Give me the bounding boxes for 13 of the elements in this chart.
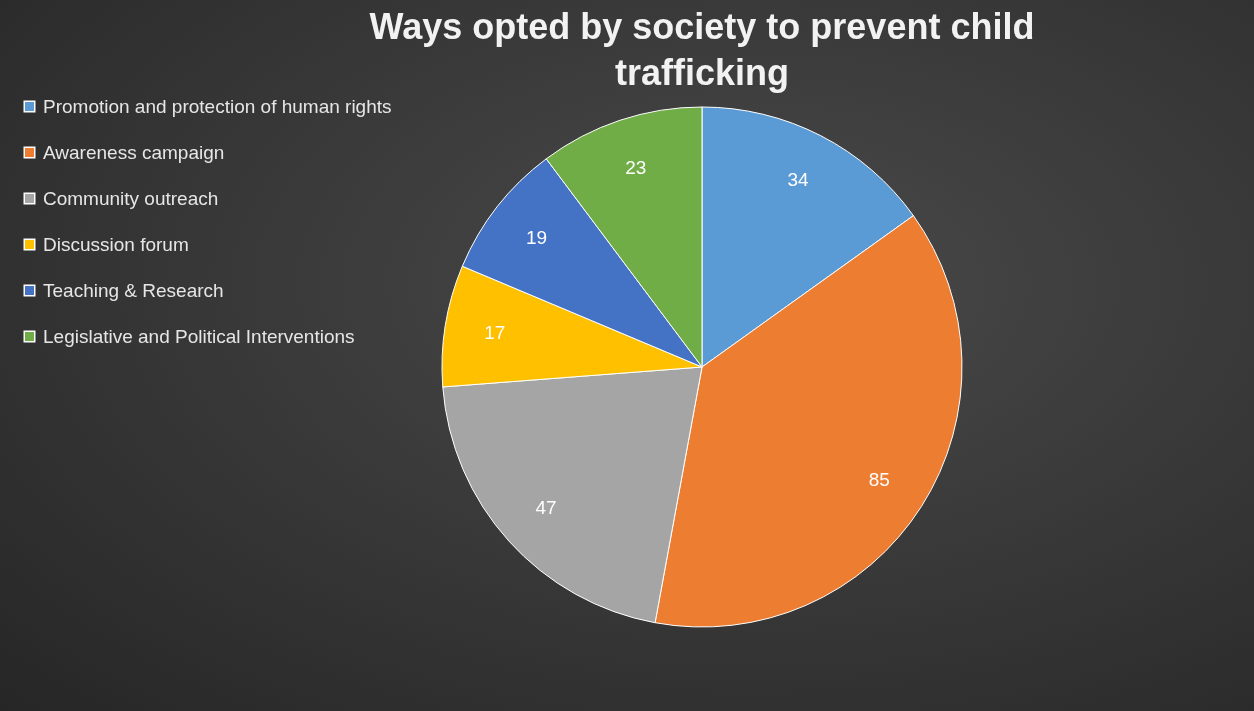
data-label: 17 xyxy=(484,322,506,344)
data-label: 19 xyxy=(525,226,548,248)
legend-label: Legislative and Political Interventions xyxy=(43,325,355,347)
data-label: 34 xyxy=(787,169,809,191)
legend-label: Promotion and protection of human rights xyxy=(43,95,392,117)
data-label: 47 xyxy=(535,496,557,518)
legend-label: Discussion forum xyxy=(43,233,189,255)
legend-label: Community outreach xyxy=(43,187,219,209)
legend-label: Awareness campaign xyxy=(43,141,225,163)
data-label: 23 xyxy=(625,156,647,178)
data-label: 85 xyxy=(868,468,890,490)
legend-label: Teaching & Research xyxy=(43,279,224,301)
chart-title: Ways opted by society to prevent child trafficking xyxy=(369,6,1035,93)
